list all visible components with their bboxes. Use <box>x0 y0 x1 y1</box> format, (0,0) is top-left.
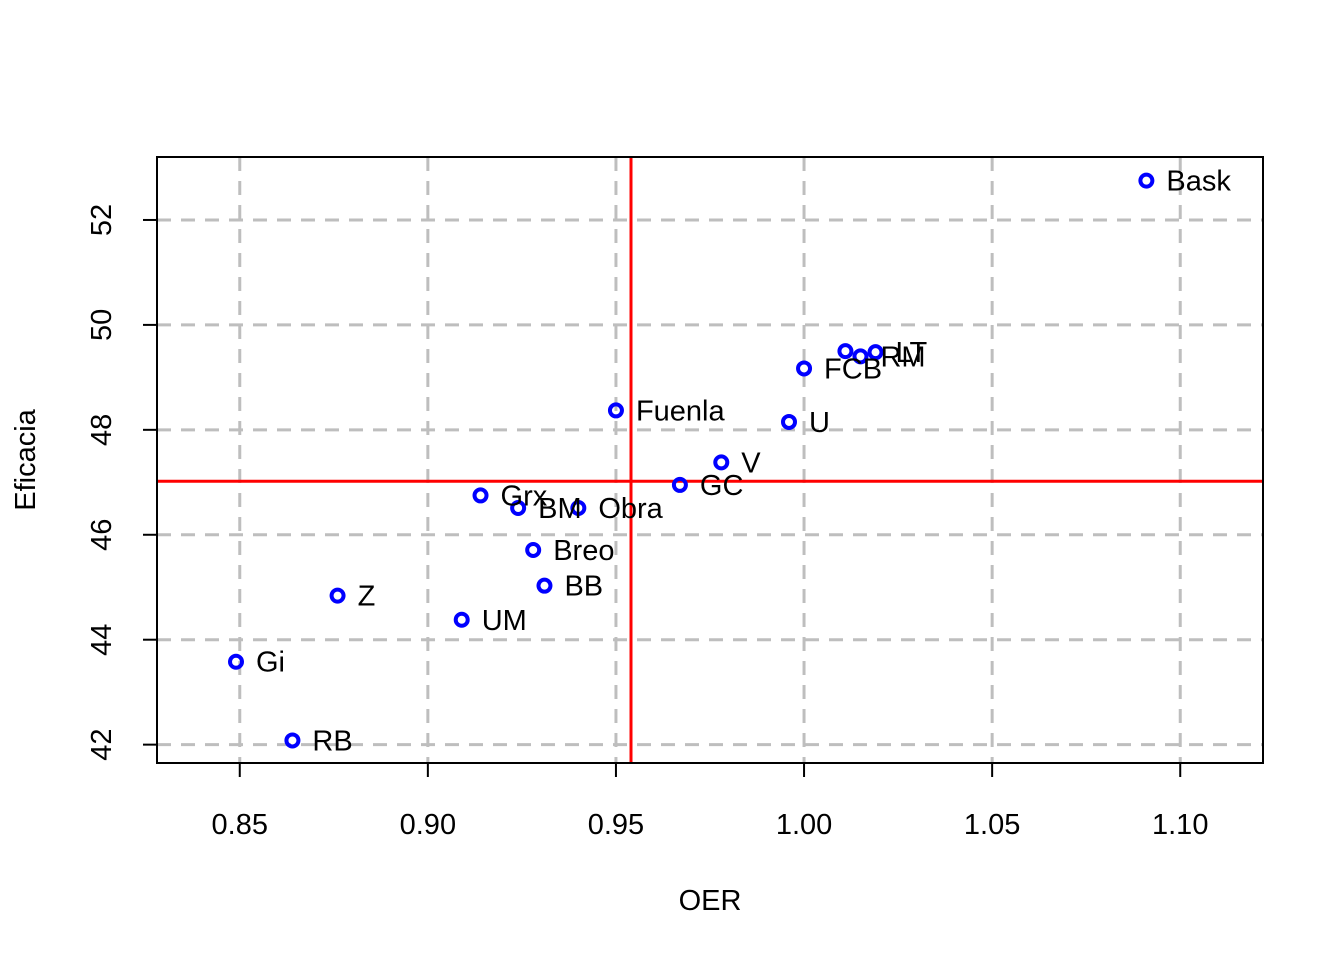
data-point-15 <box>453 611 470 628</box>
x-tick-label-4: 1.05 <box>964 809 1020 841</box>
y-tick-label-1: 44 <box>86 624 118 656</box>
y-tick-label-4: 50 <box>86 309 118 341</box>
data-point-13 <box>536 577 553 594</box>
point-label-17: RB <box>312 725 352 757</box>
data-point-11 <box>570 500 587 517</box>
point-label-2: RM <box>880 341 925 373</box>
y-tick-label-3: 48 <box>86 414 118 446</box>
data-point-9 <box>472 487 489 504</box>
x-tick-label-2: 0.95 <box>588 809 644 841</box>
point-label-14: Z <box>358 581 376 613</box>
y-axis-title: Eficacia <box>10 408 42 510</box>
reference-lines <box>157 157 1263 763</box>
point-label-0: Bask <box>1166 166 1231 198</box>
data-point-1 <box>867 344 884 361</box>
data-point-16 <box>228 653 244 670</box>
x-tick-label-1: 0.90 <box>400 809 456 841</box>
grid-lines <box>157 157 1263 763</box>
point-label-9: Grx <box>501 480 548 512</box>
data-point-10 <box>510 500 527 517</box>
data-point-7 <box>713 454 730 471</box>
data-point-8 <box>671 476 688 493</box>
data-points <box>228 172 1155 749</box>
data-point-0 <box>1138 172 1155 189</box>
point-label-10: BM <box>538 493 582 525</box>
data-point-12 <box>525 541 542 558</box>
point-label-1: LT <box>896 337 928 369</box>
x-tick-label-5: 1.10 <box>1152 809 1208 841</box>
point-label-13: BB <box>564 571 603 603</box>
data-point-17 <box>284 732 301 749</box>
data-point-2 <box>852 348 869 365</box>
point-label-11: Obra <box>598 493 663 525</box>
x-tick-label-0: 0.85 <box>212 809 268 841</box>
x-tick-label-3: 1.00 <box>776 809 832 841</box>
point-label-15: UM <box>482 605 527 637</box>
plot-frame <box>156 156 1264 764</box>
y-tick-label-0: 42 <box>86 729 118 761</box>
point-label-4: FCB <box>824 353 882 385</box>
data-point-14 <box>329 587 346 604</box>
y-axis: 42 44 46 48 50 52 <box>86 204 158 761</box>
data-point-3 <box>837 343 854 360</box>
point-label-7: V <box>741 447 761 479</box>
x-axis-title: OER <box>679 885 742 917</box>
point-label-5: U <box>809 407 830 439</box>
point-label-8: GC <box>700 470 744 502</box>
data-point-5 <box>781 413 797 430</box>
x-axis: 0.85 0.90 0.95 1.00 1.05 1.10 <box>212 762 1208 841</box>
data-point-4 <box>796 360 813 377</box>
y-tick-label-5: 52 <box>86 204 118 236</box>
point-label-6: Fuenla <box>636 395 726 427</box>
point-label-16: Gi <box>256 647 285 679</box>
point-label-12: Breo <box>553 535 614 567</box>
data-point-6 <box>607 402 624 419</box>
y-tick-label-2: 46 <box>86 519 118 551</box>
